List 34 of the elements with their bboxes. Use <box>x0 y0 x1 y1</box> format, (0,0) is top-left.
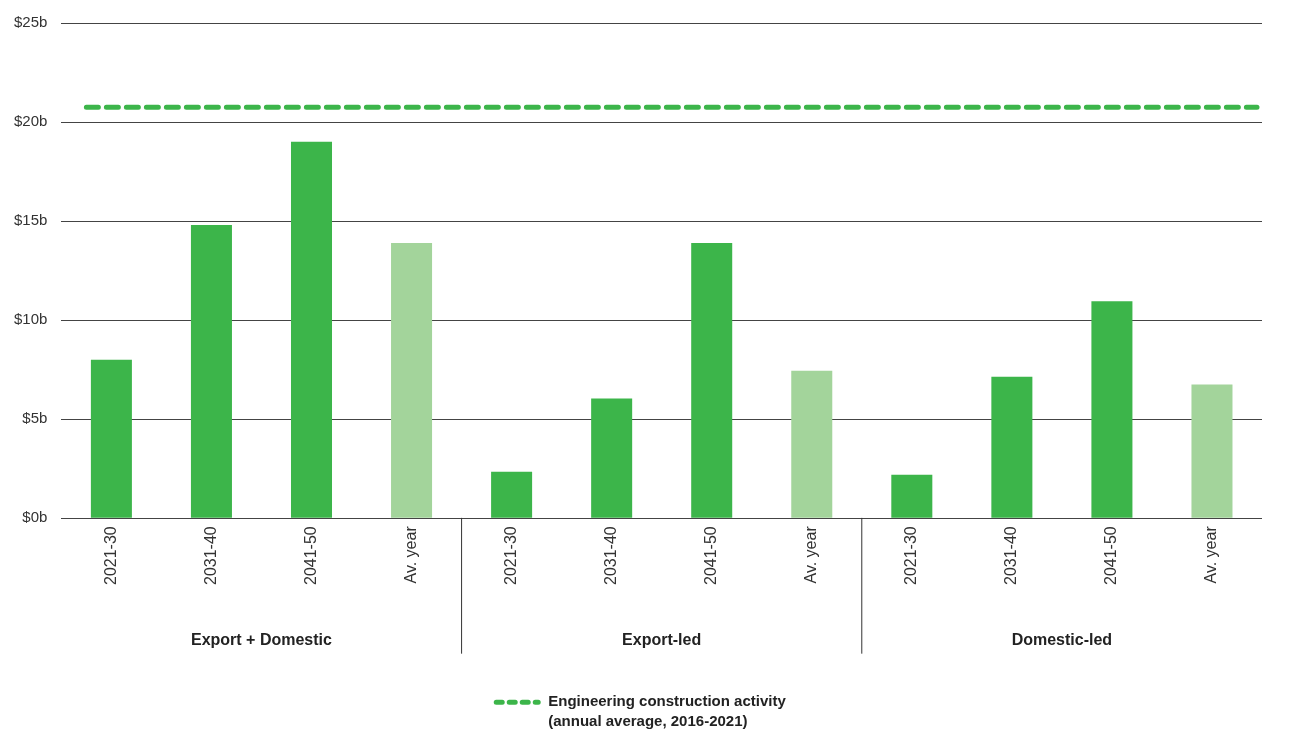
x-tick-label: 2031-40 <box>602 526 620 585</box>
x-tick-label: 2021-30 <box>502 526 520 585</box>
x-tick-label: 2031-40 <box>1002 526 1020 585</box>
bar <box>691 242 733 518</box>
bar <box>1191 384 1233 518</box>
x-tick-label: 2021-30 <box>902 526 920 585</box>
y-tick-label: $25b <box>13 13 48 31</box>
x-tick-label: 2041-50 <box>702 526 720 585</box>
x-tick-label: Av. year <box>401 525 419 584</box>
x-tick-label: 2031-40 <box>201 526 219 585</box>
bar <box>190 225 232 518</box>
legend-label: Engineering construction activity (annual average, 2016-2021) <box>548 692 787 730</box>
y-tick-label: $10b <box>13 310 48 328</box>
bar <box>391 242 433 518</box>
bar <box>791 370 833 518</box>
y-tick-label: $20b <box>13 112 48 130</box>
text: Domestic-led <box>1011 630 1113 648</box>
x-tick-label: 2041-50 <box>1102 526 1120 585</box>
y-tick-label: $0b <box>22 508 48 526</box>
bar <box>290 141 333 518</box>
y-tick-label: $15b <box>13 211 48 229</box>
x-tick-label: 2041-50 <box>301 526 319 585</box>
bar <box>1091 301 1133 518</box>
text: Export-led <box>622 630 702 648</box>
text: Export + Domestic <box>191 630 333 648</box>
bar <box>491 471 533 518</box>
bar <box>991 376 1033 518</box>
x-tick-label: 2021-30 <box>101 526 119 585</box>
bar <box>891 474 933 518</box>
x-tick-label: Av. year <box>802 525 820 584</box>
y-tick-label: $5b <box>22 409 48 427</box>
bar <box>591 398 633 518</box>
bar <box>90 359 132 518</box>
x-tick-label: Av. year <box>1202 525 1220 584</box>
